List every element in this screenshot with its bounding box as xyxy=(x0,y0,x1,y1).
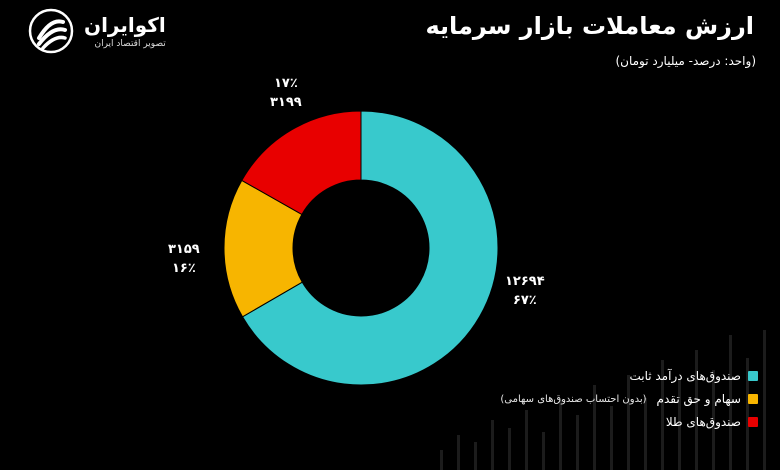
legend-item-fixed-income: صندوق‌های درآمد ثابت xyxy=(500,369,758,383)
background-bar xyxy=(729,335,732,470)
background-bar xyxy=(542,432,545,470)
background-bar xyxy=(525,410,528,470)
background-bar xyxy=(559,400,562,470)
legend-note-stocks: (بدون احتساب صندوق‌های سهامی) xyxy=(500,393,647,405)
background-bar xyxy=(746,358,749,470)
background-bar xyxy=(678,380,681,470)
background-bar xyxy=(474,442,477,470)
background-bars-decoration xyxy=(440,330,780,470)
value-label-gold: ۳۱۹۹ xyxy=(270,95,302,110)
swirl-logo-icon xyxy=(28,8,74,54)
legend-label-gold: صندوق‌های طلا xyxy=(665,415,741,429)
brand-tagline: تصویر اقتصاد ایران xyxy=(94,39,166,49)
background-bar xyxy=(627,375,630,470)
background-bar xyxy=(695,350,698,470)
chart-title: ارزش معاملات بازار سرمایه xyxy=(425,12,754,40)
value-label-stocks: ۳۱۵۹ xyxy=(168,242,200,257)
background-bar xyxy=(508,428,511,470)
brand-name: اکوایران xyxy=(84,13,166,37)
background-bar xyxy=(457,435,460,470)
slice-gold xyxy=(241,110,362,216)
data-label-gold: ۱۷٪ ۳۱۹۹ xyxy=(270,74,302,112)
slice-fixed-income xyxy=(241,110,499,386)
data-label-fixed-income: ۱۲۶۹۴ ۶۷٪ xyxy=(505,272,545,310)
legend-label-fixed-income: صندوق‌های درآمد ثابت xyxy=(629,369,741,383)
background-bar xyxy=(593,385,596,470)
brand-logo: اکوایران تصویر اقتصاد ایران xyxy=(28,8,166,54)
background-bar xyxy=(712,370,715,470)
legend-swatch-gold xyxy=(748,417,758,427)
legend-item-gold: صندوق‌های طلا xyxy=(500,415,758,429)
percent-label-fixed-income: ۶۷٪ xyxy=(512,293,537,308)
percent-label-gold: ۱۷٪ xyxy=(273,76,298,91)
background-bar xyxy=(644,398,647,470)
legend-swatch-stocks xyxy=(748,394,758,404)
chart-subtitle: (واحد: درصد- میلیارد تومان) xyxy=(615,54,756,68)
value-label-fixed-income: ۱۲۶۹۴ xyxy=(505,274,545,289)
legend-item-stocks: سهام و حق تقدم (بدون احتساب صندوق‌های سه… xyxy=(500,392,758,406)
background-bar xyxy=(491,420,494,470)
background-bar xyxy=(661,360,664,470)
legend-swatch-fixed-income xyxy=(748,371,758,381)
background-bar xyxy=(610,406,613,470)
data-label-stocks: ۳۱۵۹ ۱۶٪ xyxy=(168,240,200,278)
background-bar xyxy=(576,415,579,470)
background-bar xyxy=(440,450,443,470)
legend-label-stocks: سهام و حق تقدم xyxy=(656,392,741,406)
percent-label-stocks: ۱۶٪ xyxy=(171,261,196,276)
chart-legend: صندوق‌های درآمد ثابت سهام و حق تقدم (بدو… xyxy=(500,369,758,438)
background-bar xyxy=(763,330,766,470)
